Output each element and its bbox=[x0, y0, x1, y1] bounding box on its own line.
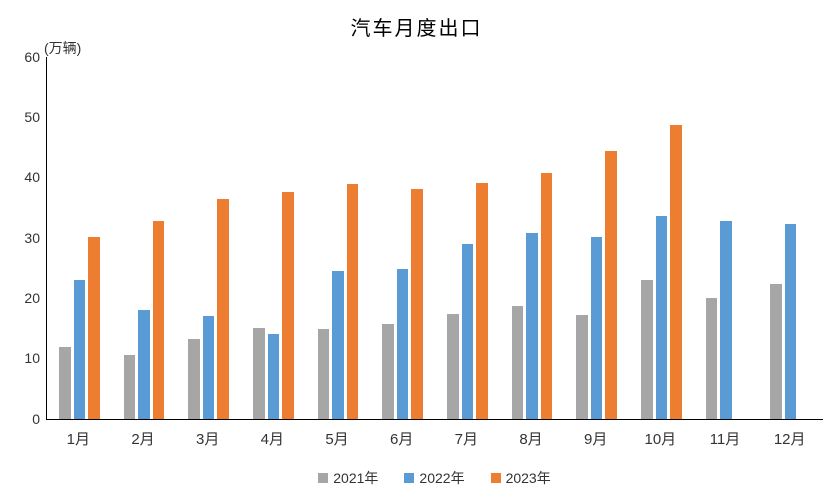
legend: 2021年 2022年 2023年 bbox=[46, 468, 823, 488]
bar-2022年-4月 bbox=[267, 333, 280, 419]
legend-item-2023年: 2023年 bbox=[490, 468, 551, 488]
bar-2021年-4月 bbox=[253, 327, 265, 419]
bar-2023年-1月 bbox=[88, 237, 100, 419]
bar-2021年-8月 bbox=[511, 306, 524, 419]
bar-2023年-6月 bbox=[411, 188, 423, 419]
bar-2021年-12月 bbox=[770, 284, 782, 419]
x-axis-label-10月: 10月 bbox=[644, 431, 677, 448]
x-axis-label-5月: 5月 bbox=[325, 431, 349, 448]
x-axis-label-3月: 3月 bbox=[195, 431, 220, 448]
bar-2023年-9月 bbox=[605, 151, 617, 419]
legend-label: 2021年 bbox=[333, 470, 379, 486]
x-axis-label-2月: 2月 bbox=[131, 431, 155, 448]
x-axis-label-12月: 12月 bbox=[773, 431, 806, 448]
y-axis-tick-label: 30 bbox=[24, 229, 40, 246]
bar-2021年-3月 bbox=[188, 339, 200, 419]
bar-2022年-7月 bbox=[461, 244, 474, 419]
bar-2021年-10月 bbox=[641, 279, 653, 419]
legend-item-2022年: 2022年 bbox=[404, 468, 465, 488]
bar-2023年-3月 bbox=[217, 199, 229, 419]
chart-title: 汽车月度出口 bbox=[350, 16, 483, 40]
bar-2022年-10月 bbox=[655, 215, 668, 419]
bar-2022年-8月 bbox=[526, 233, 538, 419]
x-axis-label-11月: 11月 bbox=[709, 431, 741, 448]
y-axis-tick-label: 10 bbox=[24, 350, 40, 367]
y-axis-unit-label: (万辆) bbox=[44, 40, 82, 56]
y-axis-tick-label: 60 bbox=[24, 48, 40, 65]
x-axis-label-1月: 1月 bbox=[66, 431, 90, 448]
bar-2021年-6月 bbox=[382, 323, 394, 419]
legend-label: 2022年 bbox=[419, 470, 465, 486]
y-axis-tick-label: 50 bbox=[24, 108, 40, 125]
bar-2021年-1月 bbox=[59, 346, 71, 419]
x-axis-label-4月: 4月 bbox=[260, 431, 284, 448]
bar-2023年-2月 bbox=[152, 220, 165, 419]
x-axis-label-7月: 7月 bbox=[454, 431, 478, 448]
bar-2022年-5月 bbox=[332, 271, 344, 419]
bar-2021年-7月 bbox=[447, 314, 459, 419]
legend-label: 2023年 bbox=[505, 470, 551, 486]
bar-2021年-11月 bbox=[705, 298, 718, 419]
legend-swatch-icon bbox=[490, 473, 501, 483]
bar-2021年-9月 bbox=[576, 314, 588, 419]
bar-2022年-9月 bbox=[590, 237, 603, 419]
x-axis-label-6月: 6月 bbox=[389, 431, 414, 448]
bar-2022年-6月 bbox=[396, 268, 409, 419]
x-axis-label-9月: 9月 bbox=[583, 431, 608, 448]
bar-2022年-3月 bbox=[202, 316, 215, 419]
bar-2022年-12月 bbox=[784, 223, 797, 419]
bar-2023年-8月 bbox=[540, 172, 553, 419]
bar-2022年-1月 bbox=[73, 279, 86, 419]
plot-area bbox=[46, 57, 823, 420]
bar-2022年-2月 bbox=[138, 310, 150, 419]
legend-swatch-icon bbox=[404, 473, 415, 483]
bar-2022年-11月 bbox=[720, 220, 732, 419]
y-axis-tick-label: 40 bbox=[24, 169, 40, 186]
bar-2023年-10月 bbox=[670, 124, 682, 419]
bar-2021年-2月 bbox=[123, 355, 136, 419]
bar-2023年-4月 bbox=[282, 192, 294, 419]
bar-2023年-7月 bbox=[476, 182, 488, 419]
y-axis-tick-label: 0 bbox=[32, 410, 40, 427]
y-axis-tick-label: 20 bbox=[24, 289, 40, 306]
bar-2023年-5月 bbox=[346, 184, 359, 419]
legend-item-2021年: 2021年 bbox=[318, 468, 378, 488]
bar-2021年-5月 bbox=[317, 328, 330, 419]
x-axis-label-8月: 8月 bbox=[519, 431, 543, 448]
legend-swatch-icon bbox=[318, 473, 329, 483]
